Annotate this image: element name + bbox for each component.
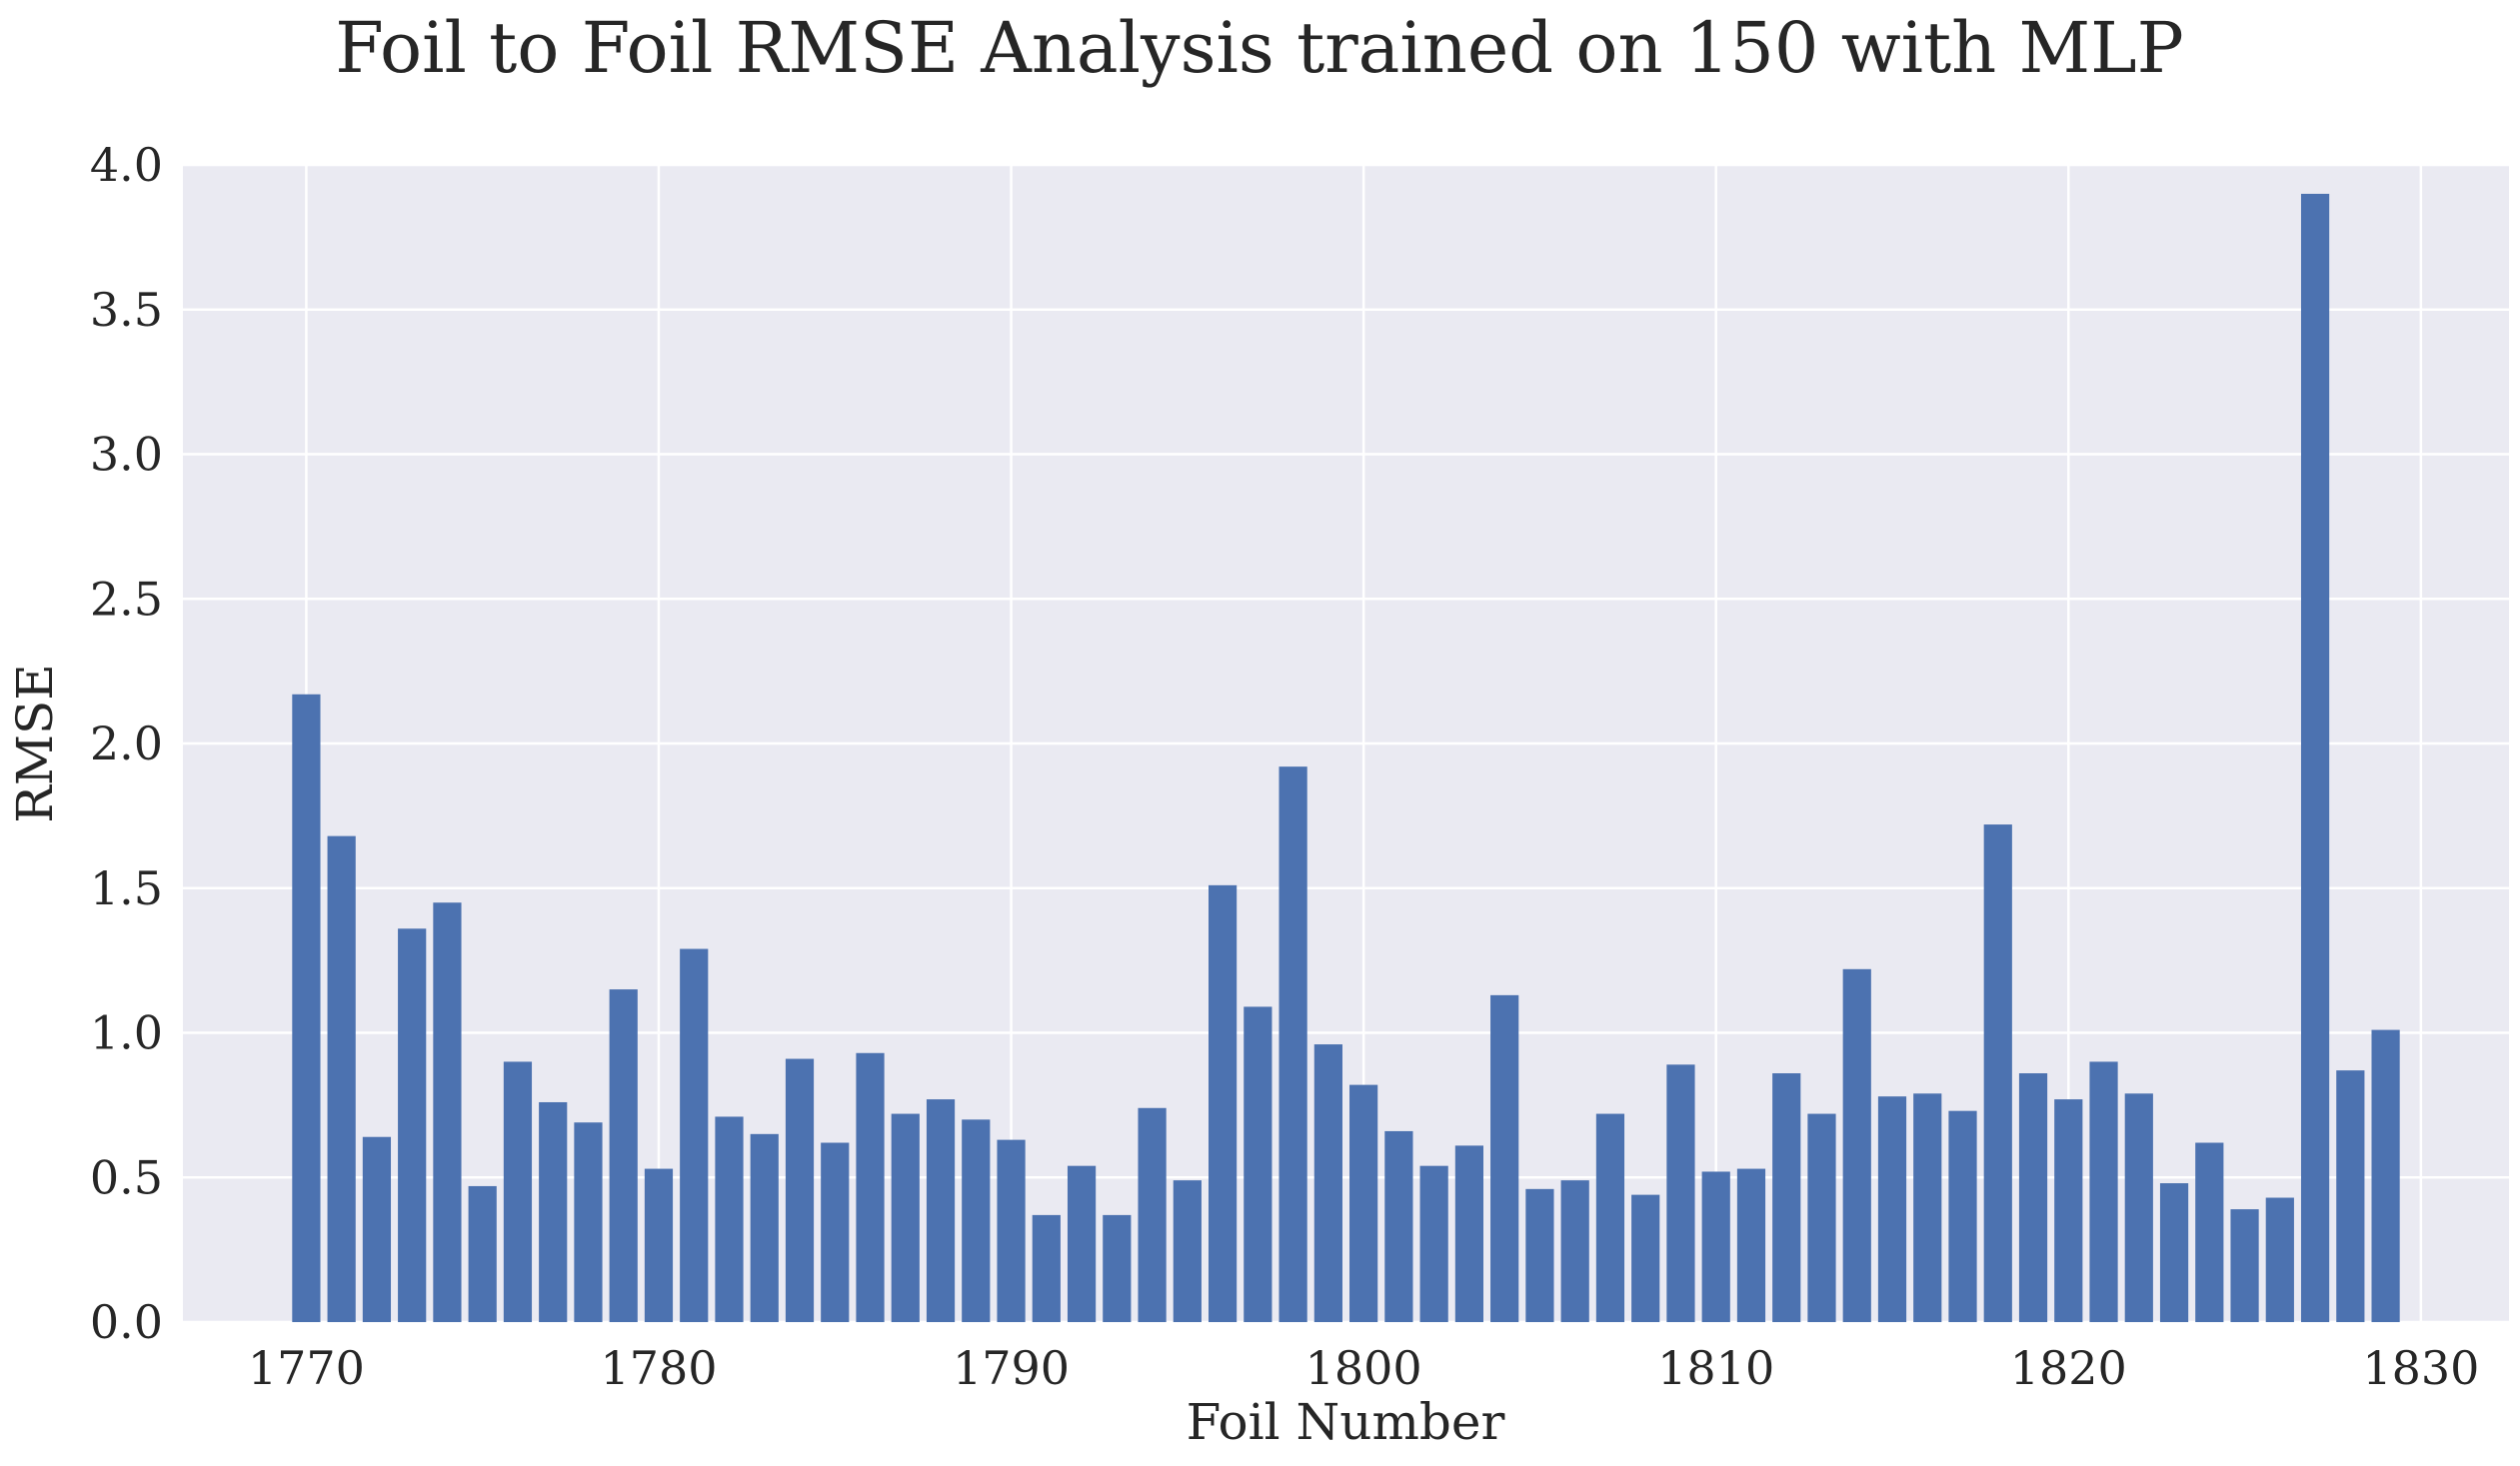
y-tick-label: 3.0 <box>90 428 163 482</box>
bar-1813 <box>1807 1113 1836 1322</box>
bar-1828 <box>2336 1070 2365 1322</box>
y-tick-label: 3.5 <box>90 283 163 337</box>
bar-1819 <box>2018 1073 2048 1322</box>
x-tick-label: 1790 <box>953 1341 1070 1395</box>
bar-1820 <box>2054 1099 2083 1322</box>
x-tick-label: 1830 <box>2362 1341 2479 1395</box>
bar-1821 <box>2089 1061 2118 1322</box>
bar-1815 <box>1877 1096 1907 1322</box>
bar-1783 <box>750 1133 779 1322</box>
x-tick-label: 1810 <box>1657 1341 1774 1395</box>
bar-1805 <box>1525 1188 1554 1322</box>
bar-1776 <box>503 1061 533 1322</box>
bar-1799 <box>1313 1044 1342 1322</box>
bar-1786 <box>856 1052 885 1322</box>
bar-1792 <box>1067 1165 1097 1322</box>
bars <box>292 193 2400 1323</box>
bar-1775 <box>468 1185 497 1322</box>
x-tick-label: 1820 <box>2010 1341 2127 1395</box>
bar-1797 <box>1244 1006 1272 1322</box>
y-tick-label: 2.0 <box>90 717 163 770</box>
tick-labels: 0.0 0.5 1.0 1.5 2.0 2.5 3.0 3.5 4.0 1770 1780 1790 1… <box>90 138 2480 1395</box>
bar-1771 <box>327 835 356 1322</box>
x-tick-label: 1780 <box>600 1341 717 1395</box>
bar-1794 <box>1138 1107 1167 1322</box>
bar-1778 <box>574 1122 603 1322</box>
bar-1818 <box>1983 824 2012 1322</box>
bar-1810 <box>1701 1171 1730 1322</box>
bar-1789 <box>962 1119 991 1322</box>
bar-1807 <box>1595 1113 1625 1322</box>
bar-1817 <box>1948 1110 1977 1322</box>
bar-1804 <box>1490 994 1519 1322</box>
bar-1785 <box>821 1142 850 1322</box>
bar-1825 <box>2230 1209 2259 1322</box>
bar-1791 <box>1032 1214 1061 1322</box>
bar-1787 <box>891 1113 920 1322</box>
bar-1773 <box>398 928 427 1322</box>
bar-1809 <box>1666 1064 1695 1322</box>
y-tick-label: 2.5 <box>90 572 163 626</box>
bar-1812 <box>1772 1073 1801 1322</box>
bar-1814 <box>1842 968 1871 1322</box>
x-axis-label: Foil Number <box>1187 1393 1505 1451</box>
bar-1811 <box>1736 1168 1766 1322</box>
bar-1788 <box>926 1099 956 1322</box>
bar-1779 <box>609 989 638 1322</box>
bar-1784 <box>785 1058 815 1322</box>
bar-1781 <box>680 948 709 1322</box>
bar-1806 <box>1560 1180 1589 1322</box>
bar-1790 <box>997 1139 1026 1322</box>
bar-1824 <box>2195 1142 2224 1322</box>
bar-1796 <box>1208 884 1238 1322</box>
y-tick-label: 0.0 <box>90 1295 163 1349</box>
y-tick-label: 1.5 <box>90 861 163 915</box>
bar-1801 <box>1384 1130 1413 1322</box>
bar-1780 <box>644 1168 674 1322</box>
bar-1777 <box>539 1101 568 1322</box>
bar-1798 <box>1278 766 1307 1322</box>
bar-1822 <box>2124 1093 2153 1322</box>
bar-1793 <box>1103 1214 1132 1322</box>
y-tick-label: 1.0 <box>90 1006 163 1060</box>
bar-1795 <box>1173 1180 1202 1322</box>
y-tick-label: 0.5 <box>90 1150 163 1204</box>
bar-1827 <box>2300 193 2330 1323</box>
bar-1800 <box>1349 1084 1378 1322</box>
x-tick-label: 1770 <box>248 1341 365 1395</box>
chart-title: Foil to Foil RMSE Analysis trained on 15… <box>335 7 2183 89</box>
bar-1770 <box>292 694 321 1322</box>
bar-1823 <box>2159 1183 2189 1322</box>
bar-1808 <box>1631 1194 1660 1322</box>
bar-1803 <box>1454 1145 1484 1322</box>
bar-1826 <box>2265 1197 2294 1322</box>
bar-1816 <box>1913 1093 1942 1322</box>
bar-1782 <box>715 1116 744 1322</box>
bar-1772 <box>362 1136 392 1322</box>
y-axis-label: RMSE <box>6 664 64 823</box>
bar-1774 <box>433 902 462 1322</box>
bar-1802 <box>1419 1165 1448 1322</box>
bar-1829 <box>2371 1029 2400 1322</box>
x-tick-label: 1800 <box>1305 1341 1422 1395</box>
y-tick-label: 4.0 <box>90 138 163 192</box>
